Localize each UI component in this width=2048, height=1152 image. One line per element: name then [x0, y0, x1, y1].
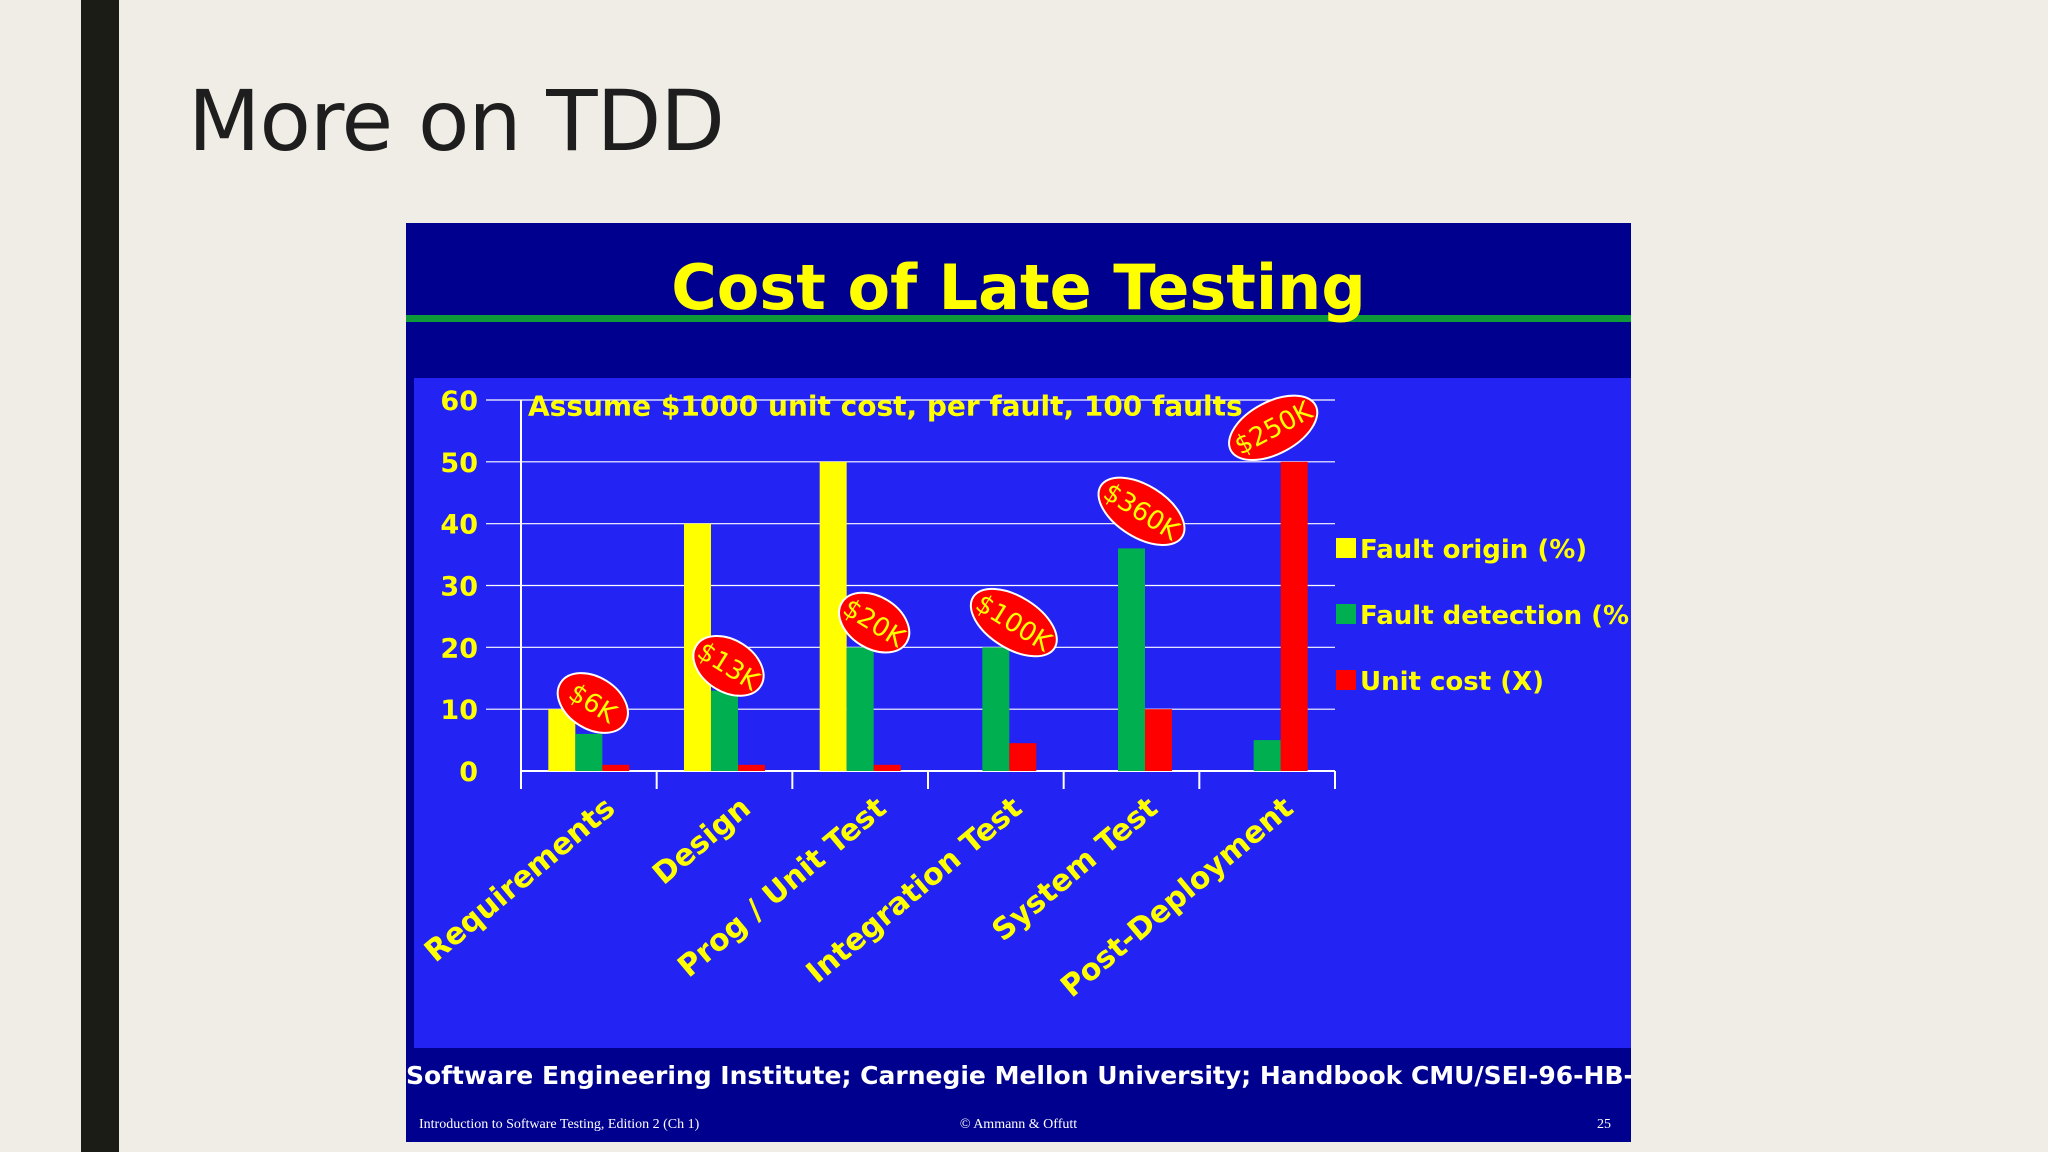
bar	[1118, 548, 1145, 771]
y-tick-label: 50	[440, 448, 478, 479]
bar	[1009, 743, 1037, 771]
bar	[873, 764, 901, 771]
y-tick-label: 60	[440, 386, 478, 417]
title-rule	[406, 315, 1631, 322]
slide-title: More on TDD	[188, 72, 725, 170]
y-tick-label: 10	[440, 695, 478, 726]
y-tick-label: 0	[459, 757, 478, 788]
x-category-label: Design	[646, 790, 758, 892]
cost-badge: $100K	[969, 587, 1058, 659]
legend-swatch	[1336, 670, 1356, 690]
cost-badge: $6K	[556, 672, 629, 734]
bar	[1145, 709, 1172, 771]
bar	[846, 647, 874, 771]
legend-swatch	[1336, 538, 1356, 558]
legend-label: Unit cost (X)	[1360, 667, 1544, 697]
footer-copyright: © Ammann & Offutt	[959, 1117, 1078, 1132]
y-tick-label: 20	[440, 633, 478, 664]
cost-badge: $360K	[1097, 476, 1186, 547]
bar	[1253, 740, 1281, 771]
cost-badge-ellipse	[838, 591, 911, 654]
source-citation: Software Engineering Institute; Carnegie…	[406, 1061, 1631, 1090]
cost-badge-ellipse	[692, 635, 765, 697]
legend-label: Fault origin (%)	[1360, 535, 1587, 565]
y-tick-label: 40	[440, 510, 478, 541]
bar	[738, 764, 765, 771]
bar	[602, 764, 630, 771]
chart-annotation: Assume $1000 unit cost, per fault, 100 f…	[528, 389, 1243, 422]
bar	[1280, 461, 1308, 771]
cost-badge-ellipse	[1228, 394, 1319, 461]
bar	[575, 733, 603, 771]
slide-left-bar	[81, 0, 119, 1152]
cost-badge-ellipse	[1097, 476, 1186, 546]
footer-book: Introduction to Software Testing, Editio…	[419, 1117, 700, 1132]
x-category-label: Requirements	[418, 790, 622, 969]
chart-title: Cost of Late Testing	[671, 251, 1366, 324]
footer-page-number: 25	[1597, 1117, 1611, 1132]
bar-chart: 0 10 20 30 40 50 60 Assume $1000 unit cost, per…	[418, 386, 1631, 1005]
cost-badge-ellipse	[969, 587, 1058, 658]
bar	[982, 647, 1010, 771]
x-category-label: Post-Deployment	[1054, 790, 1300, 1004]
cost-badge: $20K	[837, 591, 911, 654]
embedded-slide: Cost of Late Testing Software Engineerin…	[406, 223, 1631, 1142]
cost-badge-ellipse	[556, 672, 629, 734]
legend-label: Fault detection (%)	[1360, 601, 1631, 631]
legend-swatch	[1336, 604, 1356, 624]
bar	[711, 690, 738, 771]
y-tick-label: 30	[440, 572, 478, 603]
